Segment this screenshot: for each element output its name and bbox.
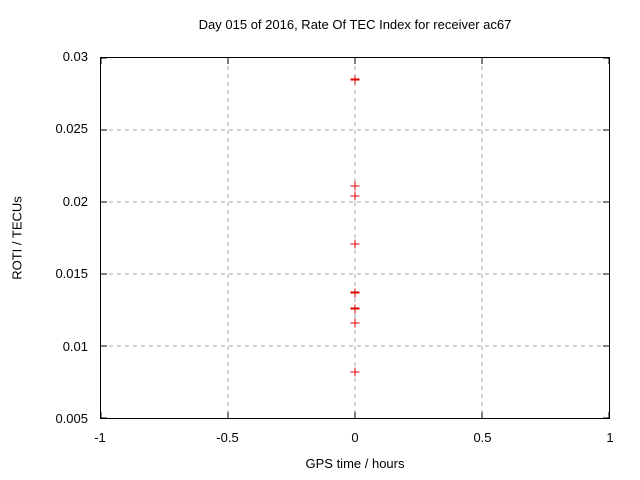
horizontal-gridline [101, 273, 609, 275]
y-tick-mark [603, 57, 609, 59]
x-tick-mark [100, 412, 102, 418]
data-point-marker [350, 239, 360, 249]
plot-area [100, 57, 610, 419]
y-tick-mark [101, 345, 107, 347]
x-tick-mark [354, 412, 356, 418]
x-tick-mark [608, 58, 610, 64]
x-tick-mark [481, 412, 483, 418]
y-tick-mark [101, 129, 107, 131]
y-tick-label: 0.03 [62, 49, 88, 64]
data-point-marker [350, 75, 360, 85]
data-point-marker [350, 191, 360, 201]
vertical-gridline [481, 58, 483, 418]
x-tick-mark [354, 58, 356, 64]
y-axis-label: ROTI / TECUs [9, 196, 25, 280]
data-point-marker [350, 304, 360, 314]
data-point-marker [350, 181, 360, 191]
horizontal-gridline [101, 129, 609, 131]
y-tick-mark [101, 57, 107, 59]
chart-title: Day 015 of 2016, Rate Of TEC Index for r… [198, 17, 512, 32]
x-tick-label: 0 [351, 430, 359, 445]
x-tick-label: 0.5 [473, 430, 492, 445]
vertical-gridline [227, 58, 229, 418]
x-tick-mark [481, 58, 483, 64]
y-tick-mark [101, 273, 107, 275]
y-tick-mark [101, 201, 107, 203]
x-tick-label: 1 [606, 430, 614, 445]
y-tick-mark [101, 417, 107, 419]
y-tick-label: 0.02 [62, 193, 88, 209]
x-tick-mark [227, 412, 229, 418]
x-tick-label: -0.5 [216, 430, 239, 445]
x-tick-mark [227, 58, 229, 64]
x-tick-mark [608, 412, 610, 418]
y-tick-label: 0.005 [55, 411, 88, 426]
data-point-marker [350, 367, 360, 377]
x-tick-mark [100, 58, 102, 64]
y-tick-mark [603, 417, 609, 419]
data-point-marker [350, 288, 360, 298]
y-tick-label: 0.01 [62, 338, 88, 354]
y-tick-mark [603, 345, 609, 347]
y-tick-mark [603, 273, 609, 275]
y-tick-mark [603, 201, 609, 203]
y-tick-label: 0.015 [55, 266, 88, 282]
horizontal-gridline [101, 201, 609, 203]
data-point-marker [350, 318, 360, 328]
horizontal-gridline [101, 345, 609, 347]
y-tick-label: 0.025 [55, 121, 88, 137]
x-axis-label: GPS time / hours [305, 456, 405, 471]
vertical-gridline [354, 58, 356, 418]
x-tick-label: -1 [94, 430, 106, 445]
y-tick-mark [603, 129, 609, 131]
